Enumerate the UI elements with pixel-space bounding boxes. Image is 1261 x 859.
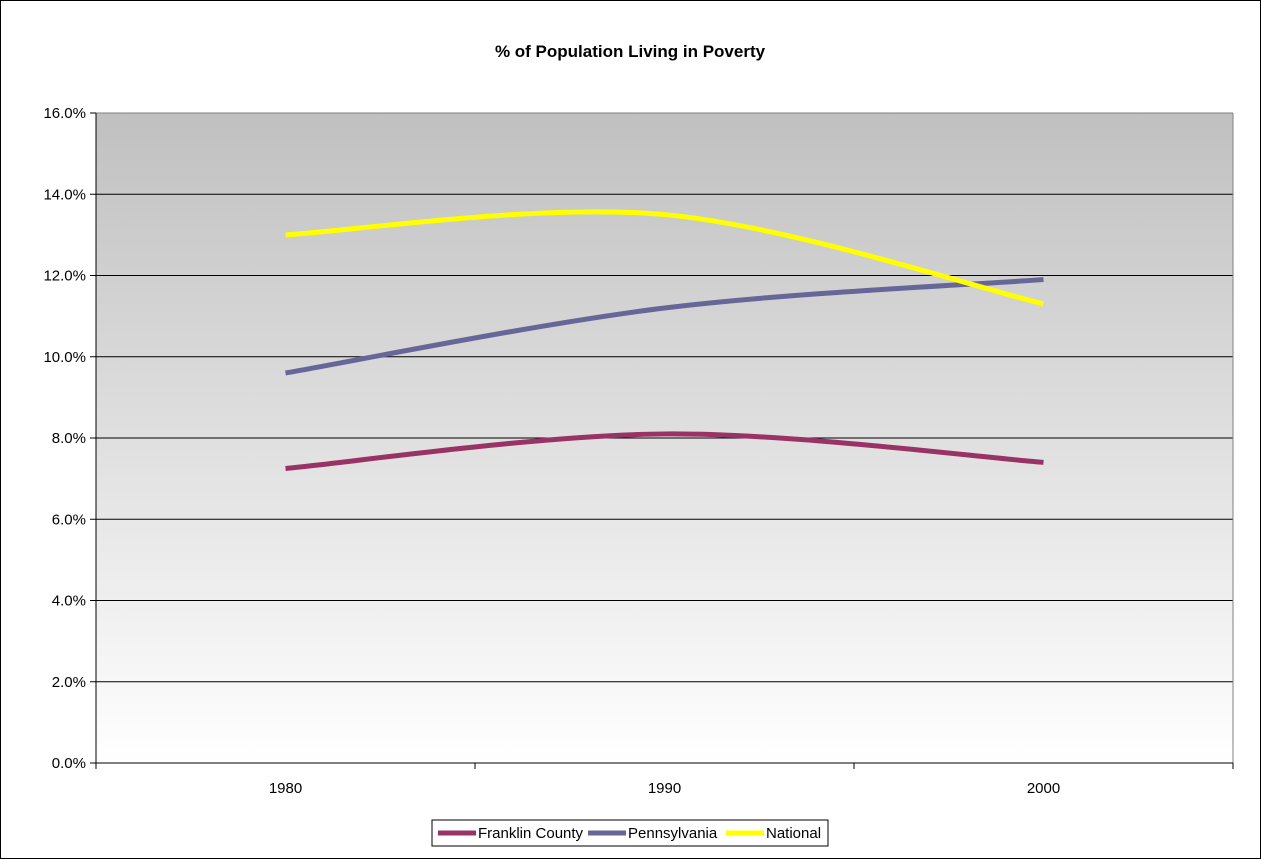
series-line-national [285,209,1045,307]
y-tick-label: 8.0% [52,430,86,447]
x-tick-label: 1980 [269,780,302,797]
y-tick-label: 6.0% [52,511,86,528]
legend-label-national: National [766,825,821,842]
chart-title: % of Population Living in Poverty [495,42,766,61]
y-tick-label: 2.0% [52,674,86,691]
y-tick-label: 14.0% [43,186,86,203]
y-tick-label: 0.0% [52,755,86,772]
y-tick-label: 4.0% [52,593,86,610]
x-tick-label: 2000 [1027,780,1060,797]
series-line-pennsylvania [285,277,1044,376]
x-tick-label: 1990 [648,780,681,797]
y-tick-label: 12.0% [43,268,86,285]
y-tick-label: 16.0% [43,105,86,122]
y-tick-label: 10.0% [43,349,86,366]
legend-label-pennsylvania: Pennsylvania [628,825,718,842]
legend-label-franklin-county: Franklin County [478,825,584,842]
series-line-franklin-county [285,431,1044,471]
